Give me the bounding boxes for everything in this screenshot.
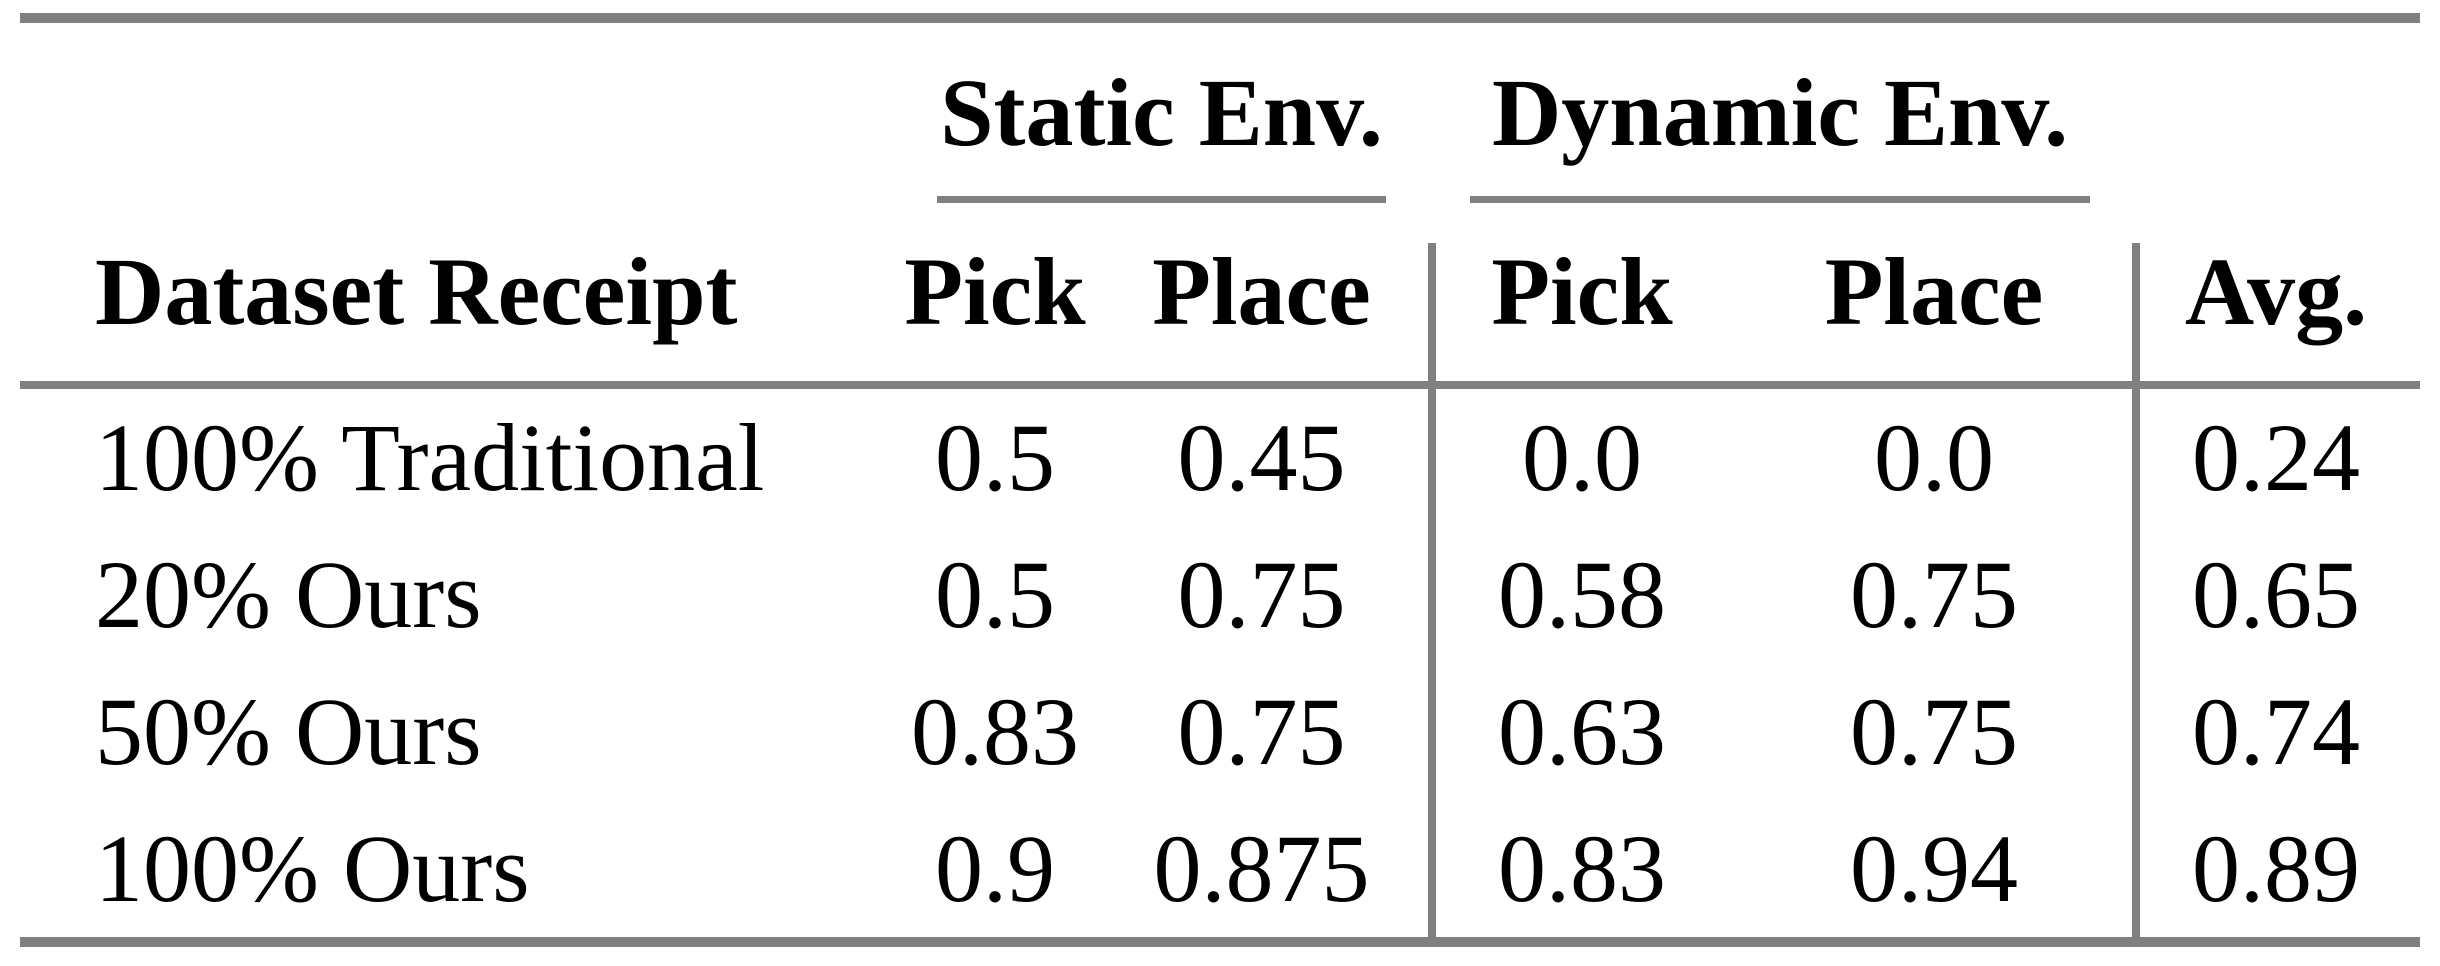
table-cell: 0.83 xyxy=(1428,800,1737,942)
table-cell: 0.58 xyxy=(1428,526,1737,663)
col-header-static-pick: Pick xyxy=(895,203,1095,389)
table-row: 20% Ours 0.5 0.75 0.58 0.75 0.65 xyxy=(20,526,2421,663)
table-cell: 0.5 xyxy=(935,540,1055,648)
col-header-dynamic-place: Place xyxy=(1736,203,2133,389)
col-header-avg: Avg. xyxy=(2132,203,2421,389)
col-header-dataset-receipt: Dataset Receipt xyxy=(20,203,895,389)
table-cell: 0.0 xyxy=(1874,403,1995,511)
table-cell: 0.24 xyxy=(2132,385,2421,526)
group-header-label: Dynamic Env. xyxy=(1491,59,2069,166)
table-row: 100% Traditional 0.5 0.45 0.0 0.0 0.24 xyxy=(20,385,2421,526)
table-row: 100% Ours 0.9 0.875 0.83 0.94 0.89 xyxy=(20,800,2421,942)
group-header-row: Static Env. Dynamic Env. xyxy=(20,18,2420,203)
table-cell: 0.875 xyxy=(1153,814,1370,922)
row-label: 20% Ours xyxy=(95,540,482,648)
table-cell: 0.74 xyxy=(2132,663,2421,800)
col-header-dynamic-pick: Pick xyxy=(1428,203,1737,389)
group-header-static-env: Static Env. xyxy=(895,18,1428,203)
table-cell: 0.0 xyxy=(1428,385,1737,526)
table-cell: 0.75 xyxy=(1177,677,1346,785)
row-label: 100% Traditional xyxy=(95,403,765,511)
table-cell: 0.63 xyxy=(1428,663,1737,800)
table-cell: 0.75 xyxy=(1850,677,2019,785)
table-cell: 0.94 xyxy=(1850,814,2019,922)
group-header-label: Static Env. xyxy=(940,59,1383,166)
table-cell: 0.89 xyxy=(2132,800,2421,942)
table-row: 50% Ours 0.83 0.75 0.63 0.75 0.74 xyxy=(20,663,2421,800)
column-header-row: Dataset Receipt Pick Place Pick Place Av… xyxy=(20,203,2421,389)
table-cell: 0.45 xyxy=(1177,403,1346,511)
cmidrule-dynamic xyxy=(1470,196,2091,203)
spacer-cell xyxy=(20,18,895,203)
row-label: 50% Ours xyxy=(95,677,482,785)
table-cell: 0.9 xyxy=(935,814,1055,922)
spacer-cell xyxy=(2132,18,2420,203)
paper-page: Static Env. Dynamic Env. Dataset Receipt… xyxy=(0,13,2440,966)
table-cell: 0.5 xyxy=(935,403,1055,511)
row-label: 100% Ours xyxy=(95,814,530,922)
table-cell: 0.75 xyxy=(1850,540,2019,648)
table-cell: 0.83 xyxy=(911,677,1079,785)
table-cell: 0.65 xyxy=(2132,526,2421,663)
table-cell: 0.75 xyxy=(1177,540,1346,648)
results-table: Static Env. Dynamic Env. Dataset Receipt… xyxy=(20,13,2421,947)
cmidrule-static xyxy=(937,196,1387,203)
col-header-static-place: Place xyxy=(1095,203,1429,389)
group-header-dynamic-env: Dynamic Env. xyxy=(1428,18,2132,203)
